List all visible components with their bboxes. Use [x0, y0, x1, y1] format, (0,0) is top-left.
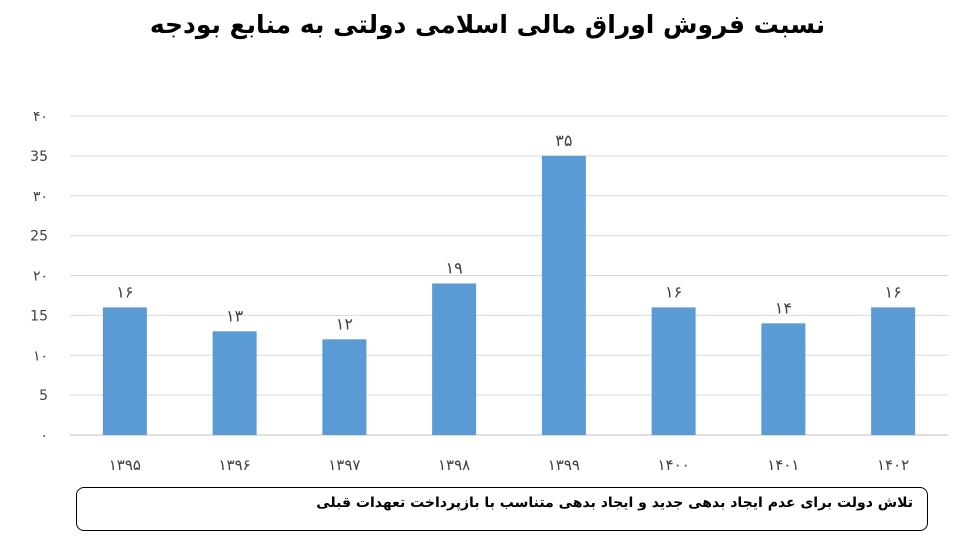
x-tick-label: ۱۳۹۹ [548, 456, 580, 474]
bar [432, 283, 477, 435]
y-tick-label: 25 [30, 229, 48, 245]
y-tick-label: 5 [39, 388, 48, 404]
y-tick-label: ۰ [40, 428, 48, 444]
grid-lines [70, 115, 948, 436]
x-tick-label: ۱۳۹۵ [109, 456, 141, 474]
data-label: ۱۶ [116, 282, 133, 301]
x-tick-label: ۱۴۰۰ [658, 456, 690, 474]
y-tick-label: ۳۰ [33, 189, 48, 205]
x-tick-label: ۱۴۰۲ [877, 456, 909, 474]
data-label: ۱۳ [226, 306, 244, 325]
y-axis-ticks: ۰ 5 ۱۰ 15 ۲۰ 25 ۳۰ 35 ۴۰ [30, 109, 48, 444]
bars [102, 155, 916, 435]
x-tick-label: ۱۳۹۸ [438, 456, 470, 474]
data-labels: ۱۶ ۱۳ ۱۲ ۱۹ ۳۵ ۱۶ ۱۴ ۱۶ [116, 131, 901, 333]
bar [761, 323, 806, 435]
data-label: ۱۶ [885, 282, 902, 301]
data-label: ۱۲ [336, 314, 353, 333]
data-label: ۱۶ [665, 282, 682, 301]
y-tick-label: 35 [30, 149, 48, 165]
bar [871, 307, 916, 435]
data-label: ۱۴ [775, 298, 792, 317]
y-tick-label: ۴۰ [33, 109, 48, 125]
chart-title: نسبت فروش اوراق مالی اسلامی دولتی به منا… [149, 10, 826, 39]
bar [322, 339, 367, 435]
bar [541, 155, 586, 435]
bar [212, 331, 257, 435]
x-axis-ticks: ۱۳۹۵ ۱۳۹۶ ۱۳۹۷ ۱۳۹۸ ۱۳۹۹ ۱۴۰۰ ۱۴۰۱ ۱۴۰۲ [109, 456, 909, 474]
y-tick-label: ۱۰ [33, 348, 48, 364]
data-label: ۳۵ [555, 131, 572, 150]
y-tick-label: 15 [30, 308, 48, 324]
x-tick-label: ۱۳۹۶ [219, 456, 251, 474]
caption-box: تلاش دولت برای عدم ایجاد بدهی جدید و ایج… [76, 487, 928, 531]
bar [651, 307, 696, 435]
bar [102, 307, 147, 435]
y-tick-label: ۲۰ [33, 269, 48, 285]
data-label: ۱۹ [446, 258, 463, 277]
x-tick-label: ۱۴۰۱ [767, 456, 799, 474]
x-tick-label: ۱۳۹۷ [328, 456, 360, 474]
